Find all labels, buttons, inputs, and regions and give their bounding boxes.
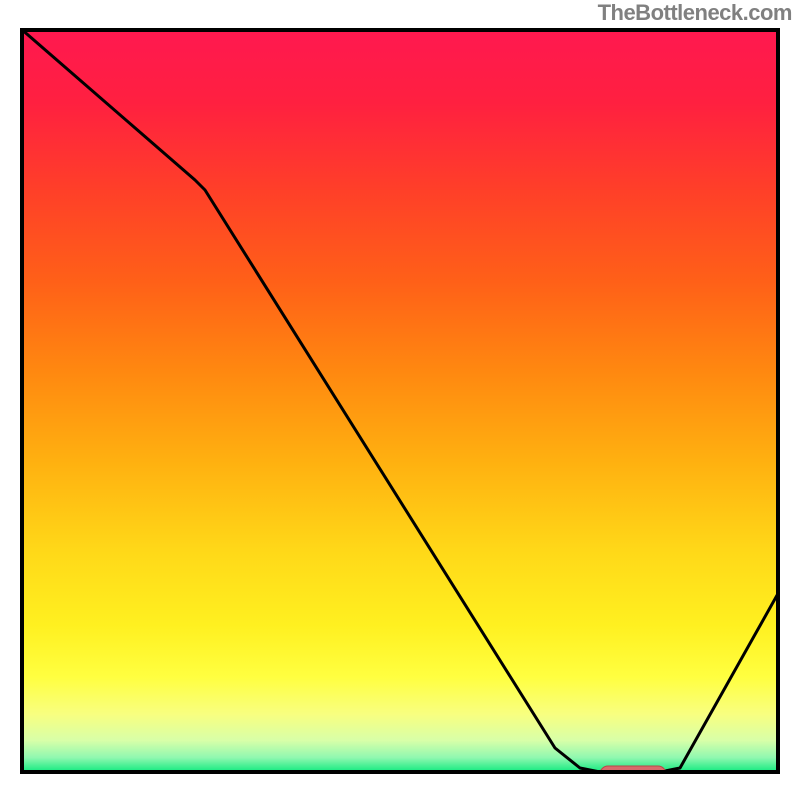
chart-container: { "watermark": "TheBottleneck.com", "cha… — [0, 0, 800, 800]
gradient-background — [20, 28, 780, 774]
bottleneck-chart — [0, 0, 800, 800]
plot-area — [20, 28, 780, 782]
watermark-text: TheBottleneck.com — [598, 0, 792, 26]
